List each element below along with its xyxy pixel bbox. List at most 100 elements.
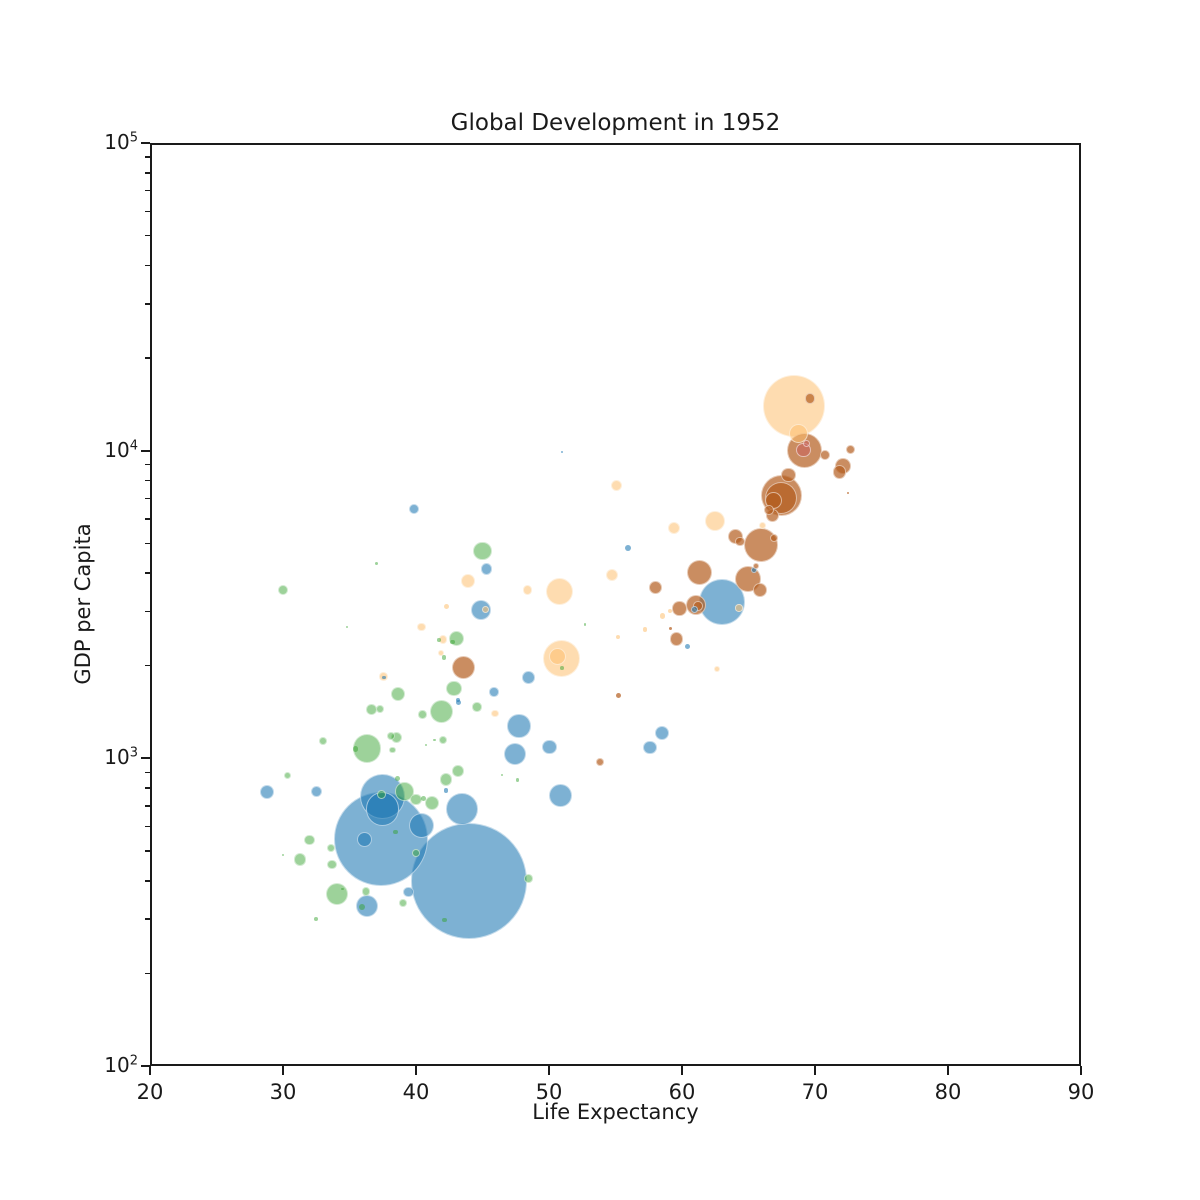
bubble-kenya <box>439 773 453 786</box>
bubble-albania <box>615 692 622 699</box>
bubble-korea-dem-rep- <box>542 739 558 755</box>
bubble-sierra-leone <box>283 771 291 779</box>
y-tick-label-10e3: 103 <box>104 745 138 770</box>
y-tick-10e5 <box>141 142 150 144</box>
bubble-mauritius <box>560 666 564 670</box>
y-minor-tick <box>145 610 150 613</box>
bubble-sweden <box>833 465 847 479</box>
bubble-eritrea <box>358 903 365 910</box>
bubble-pakistan <box>445 793 478 825</box>
bubble-portugal <box>672 601 687 616</box>
bubble-turkey <box>452 656 476 680</box>
bubble-togo <box>394 775 401 782</box>
bubble-saudi-arabia <box>409 504 420 514</box>
y-minor-tick <box>145 825 150 828</box>
bubble-bosnia-and-herzegovina <box>595 757 604 766</box>
y-minor-tick <box>145 518 150 520</box>
bubble-serbia <box>648 581 662 595</box>
bubble-zimbabwe <box>524 874 533 883</box>
bubble-mexico <box>546 578 573 606</box>
y-minor-tick <box>145 156 150 158</box>
bubble-benin <box>389 746 396 754</box>
y-minor-tick <box>145 542 150 545</box>
bubble-niger <box>377 790 387 800</box>
bubble-nicaragua <box>444 603 450 610</box>
bubble-bahrain <box>560 451 563 454</box>
x-tick-label-90: 90 <box>1067 1080 1095 1104</box>
bubble-denmark <box>820 449 831 460</box>
bubble-lebanon <box>624 544 631 551</box>
bubble-bulgaria <box>670 632 684 646</box>
y-minor-tick <box>145 972 150 975</box>
y-minor-tick <box>145 572 150 574</box>
x-tick-40 <box>415 1066 417 1075</box>
y-minor-tick <box>145 234 150 237</box>
bubble-malawi <box>362 887 371 896</box>
bubble-greece <box>753 582 767 597</box>
x-tick-label-80: 80 <box>934 1080 962 1104</box>
x-tick-30 <box>282 1066 284 1075</box>
bubble-slovenia <box>753 563 760 570</box>
bubble-el-salvador <box>482 605 490 613</box>
y-minor-tick <box>145 303 150 305</box>
bubble-malaysia <box>522 671 535 684</box>
bubble-djibouti <box>345 626 348 629</box>
y-minor-tick <box>145 210 150 212</box>
bubble-swaziland <box>433 738 437 742</box>
bubble-syria <box>489 687 499 697</box>
bubble-cuba <box>668 522 681 535</box>
bubble-central-african-republic <box>352 746 359 752</box>
bubble-uganda <box>409 793 422 806</box>
bubble-comoros <box>424 744 427 747</box>
bubble-norway <box>846 444 855 454</box>
bubble-finland <box>764 504 775 515</box>
x-tick-label-60: 60 <box>668 1080 696 1104</box>
bubble-panama <box>615 634 621 640</box>
bubble-jamaica <box>659 613 666 620</box>
y-tick-label-10e2: 102 <box>104 1053 138 1077</box>
x-tick-label-50: 50 <box>535 1080 563 1104</box>
bubble-cambodia <box>402 886 414 898</box>
bubble-rwanda <box>412 848 420 857</box>
bubble-burkina-faso <box>304 834 315 846</box>
bubble-puerto-rico <box>735 604 743 612</box>
bubble-vietnam <box>408 812 435 839</box>
y-minor-tick <box>145 479 150 482</box>
bubble-namibia <box>437 638 441 642</box>
bubble-botswana <box>515 778 519 782</box>
y-minor-tick <box>145 771 150 774</box>
bubble-somalia <box>318 737 327 746</box>
bubble-sao-tome-and-principe <box>501 774 504 777</box>
bubble-guatemala <box>438 635 448 645</box>
y-minor-tick <box>145 264 150 267</box>
x-tick-70 <box>814 1066 816 1075</box>
bubble-liberia <box>393 829 399 835</box>
bubble-costa-rica <box>642 626 648 632</box>
bubble-libya <box>449 639 455 645</box>
bubble-senegal <box>375 704 384 713</box>
bubble-colombia <box>548 647 567 666</box>
x-tick-50 <box>548 1066 550 1075</box>
bubble-ethiopia <box>326 882 349 906</box>
bubble-angola <box>278 585 289 596</box>
bubble-morocco <box>446 680 462 697</box>
bubble-iceland <box>847 492 850 495</box>
y-minor-tick <box>145 805 150 807</box>
bubble-singapore <box>684 643 690 649</box>
y-minor-tick <box>145 918 150 920</box>
bubble-congo-dem-rep- <box>395 782 414 801</box>
bubble-ecuador <box>522 585 532 595</box>
bubble-sri-lanka <box>642 740 657 755</box>
bubble-dominican-republic <box>490 709 499 718</box>
bubble-peru <box>460 574 475 589</box>
bubble-algeria <box>449 631 465 647</box>
bubble-hong-kong-china <box>691 605 699 613</box>
bubble-chile <box>605 568 619 582</box>
y-minor-tick <box>145 497 150 500</box>
bubble-ireland <box>769 533 779 542</box>
bubble-yemen-rep- <box>311 785 323 797</box>
y-minor-tick <box>145 787 150 789</box>
bubble-philippines <box>507 714 531 738</box>
bubble-iran <box>470 599 491 621</box>
